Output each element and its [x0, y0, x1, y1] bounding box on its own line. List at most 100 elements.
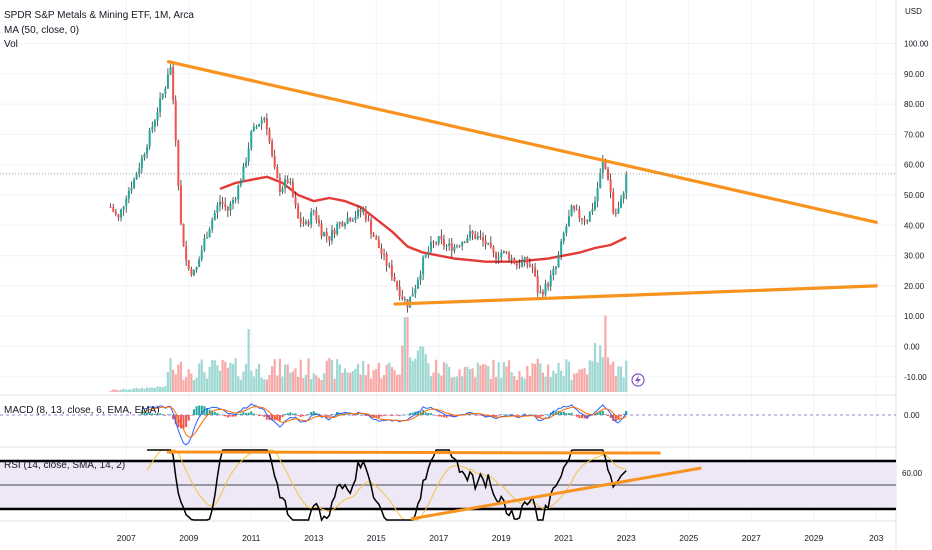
macd-histogram-bar — [271, 415, 274, 421]
volume-bar — [380, 378, 383, 392]
candle-body — [122, 206, 125, 210]
currency-label: USD — [905, 7, 922, 16]
volume-bar — [195, 377, 198, 392]
volume-bar — [177, 364, 180, 392]
volume-bar — [481, 364, 485, 392]
macd-histogram-bar — [164, 415, 167, 416]
volume-bar — [432, 372, 435, 392]
volume-bar — [471, 368, 474, 392]
volume-bar — [109, 390, 112, 392]
macd-histogram-bar — [604, 414, 607, 415]
candle-body — [351, 219, 354, 222]
macd-histogram-bar — [549, 412, 552, 415]
candle-body — [190, 268, 193, 276]
volume-bar — [336, 359, 339, 392]
volume-bar — [289, 372, 292, 392]
macd-legend[interactable]: MACD (8, 13, close, 6, EMA, EMA) — [4, 405, 160, 416]
volume-bar — [544, 376, 547, 392]
candle-body — [536, 276, 539, 293]
candle-body — [120, 209, 123, 218]
volume-bar — [302, 378, 305, 392]
candle-body — [359, 209, 362, 213]
volume-bar — [612, 361, 615, 392]
volume-bar — [190, 373, 193, 392]
macd-histogram-bar — [427, 413, 430, 415]
time-tick-label: 2021 — [554, 533, 573, 543]
volume-bar — [325, 360, 328, 392]
volume-bar — [161, 387, 164, 392]
candle-body — [570, 205, 573, 216]
candle-body — [127, 190, 130, 199]
volume-bar — [239, 379, 242, 392]
macd-histogram-bar — [388, 414, 391, 416]
volume-bar — [515, 380, 518, 392]
candle-body — [328, 236, 331, 241]
volume-bar — [159, 386, 162, 392]
candle-body — [362, 209, 365, 213]
chart-title[interactable]: SPDR S&P Metals & Mining ETF, 1M, Arca — [4, 10, 194, 21]
candle-body — [221, 201, 224, 205]
trendlines[interactable] — [0, 60, 896, 306]
candle-body — [604, 159, 607, 170]
time-axis[interactable]: 2007 2009 2011 2013 2015 2017 2019 2021 2023 2025… — [117, 533, 884, 543]
ma-legend[interactable]: MA (50, close, 0) — [4, 25, 80, 36]
macd-histogram-bar — [385, 415, 388, 416]
volume-bar — [294, 368, 297, 392]
volume-bar — [281, 376, 284, 392]
volume-bar — [341, 372, 344, 392]
volume-bar — [218, 370, 222, 392]
macd-histogram-bar — [174, 415, 177, 425]
volume-bar — [573, 373, 576, 392]
rsi-legend[interactable]: RSI (14, close, SMA, 14, 2) — [4, 460, 126, 471]
volume-bar — [591, 360, 594, 392]
macd-histogram-bar — [411, 412, 414, 415]
macd-histogram-bar — [396, 415, 399, 416]
candle-body — [312, 210, 315, 213]
volume-bar — [297, 376, 300, 392]
time-tick-label: 2017 — [429, 533, 448, 543]
macd-histogram-bar — [565, 413, 568, 415]
macd-histogram-bar — [429, 413, 432, 415]
candle-body — [255, 126, 258, 128]
macd-histogram-bar — [284, 414, 287, 415]
candle-body — [620, 198, 623, 209]
candle-body — [414, 288, 417, 294]
volume-bar — [604, 315, 607, 392]
volume-bar — [265, 379, 268, 392]
macd-histogram-bar — [153, 413, 156, 415]
macd-histogram-bar — [406, 414, 409, 416]
vol-legend[interactable]: Vol — [4, 39, 18, 50]
candle-body — [265, 118, 268, 130]
candle-body — [364, 209, 367, 220]
volume-bar — [619, 366, 623, 392]
macd-histogram-bar — [471, 414, 474, 416]
candle-body — [523, 257, 526, 262]
volume-bar — [520, 376, 524, 392]
macd-histogram-bar — [536, 415, 539, 418]
volume-bar — [224, 361, 227, 392]
macd-histogram-bar — [156, 414, 159, 415]
macd-histogram-bar — [250, 411, 253, 415]
price-tick-label: 20.00 — [904, 282, 925, 291]
candle-body — [474, 234, 477, 239]
macd-histogram-bar — [521, 414, 524, 416]
macd-histogram-bar — [518, 415, 521, 416]
candle-body — [505, 251, 508, 253]
candle-body — [612, 191, 615, 213]
volume-bar — [221, 359, 224, 392]
candle-body — [153, 120, 156, 127]
candle-body — [383, 253, 386, 255]
macd-pane — [0, 403, 896, 446]
volume-bar — [586, 374, 589, 392]
time-tick-label: 2009 — [179, 533, 198, 543]
candle-body — [237, 185, 240, 200]
candle-body — [281, 188, 284, 192]
macd-histogram-bar — [401, 414, 404, 416]
volume-bar — [458, 369, 461, 392]
candle-body — [440, 236, 443, 240]
volume-bar — [575, 373, 578, 392]
macd-histogram-bar — [302, 415, 305, 417]
candle-body — [372, 233, 375, 237]
price-axis[interactable]: USD 100.00 90.00 80.00 70.00 60.00 50.00 40.00 3… — [897, 0, 932, 550]
